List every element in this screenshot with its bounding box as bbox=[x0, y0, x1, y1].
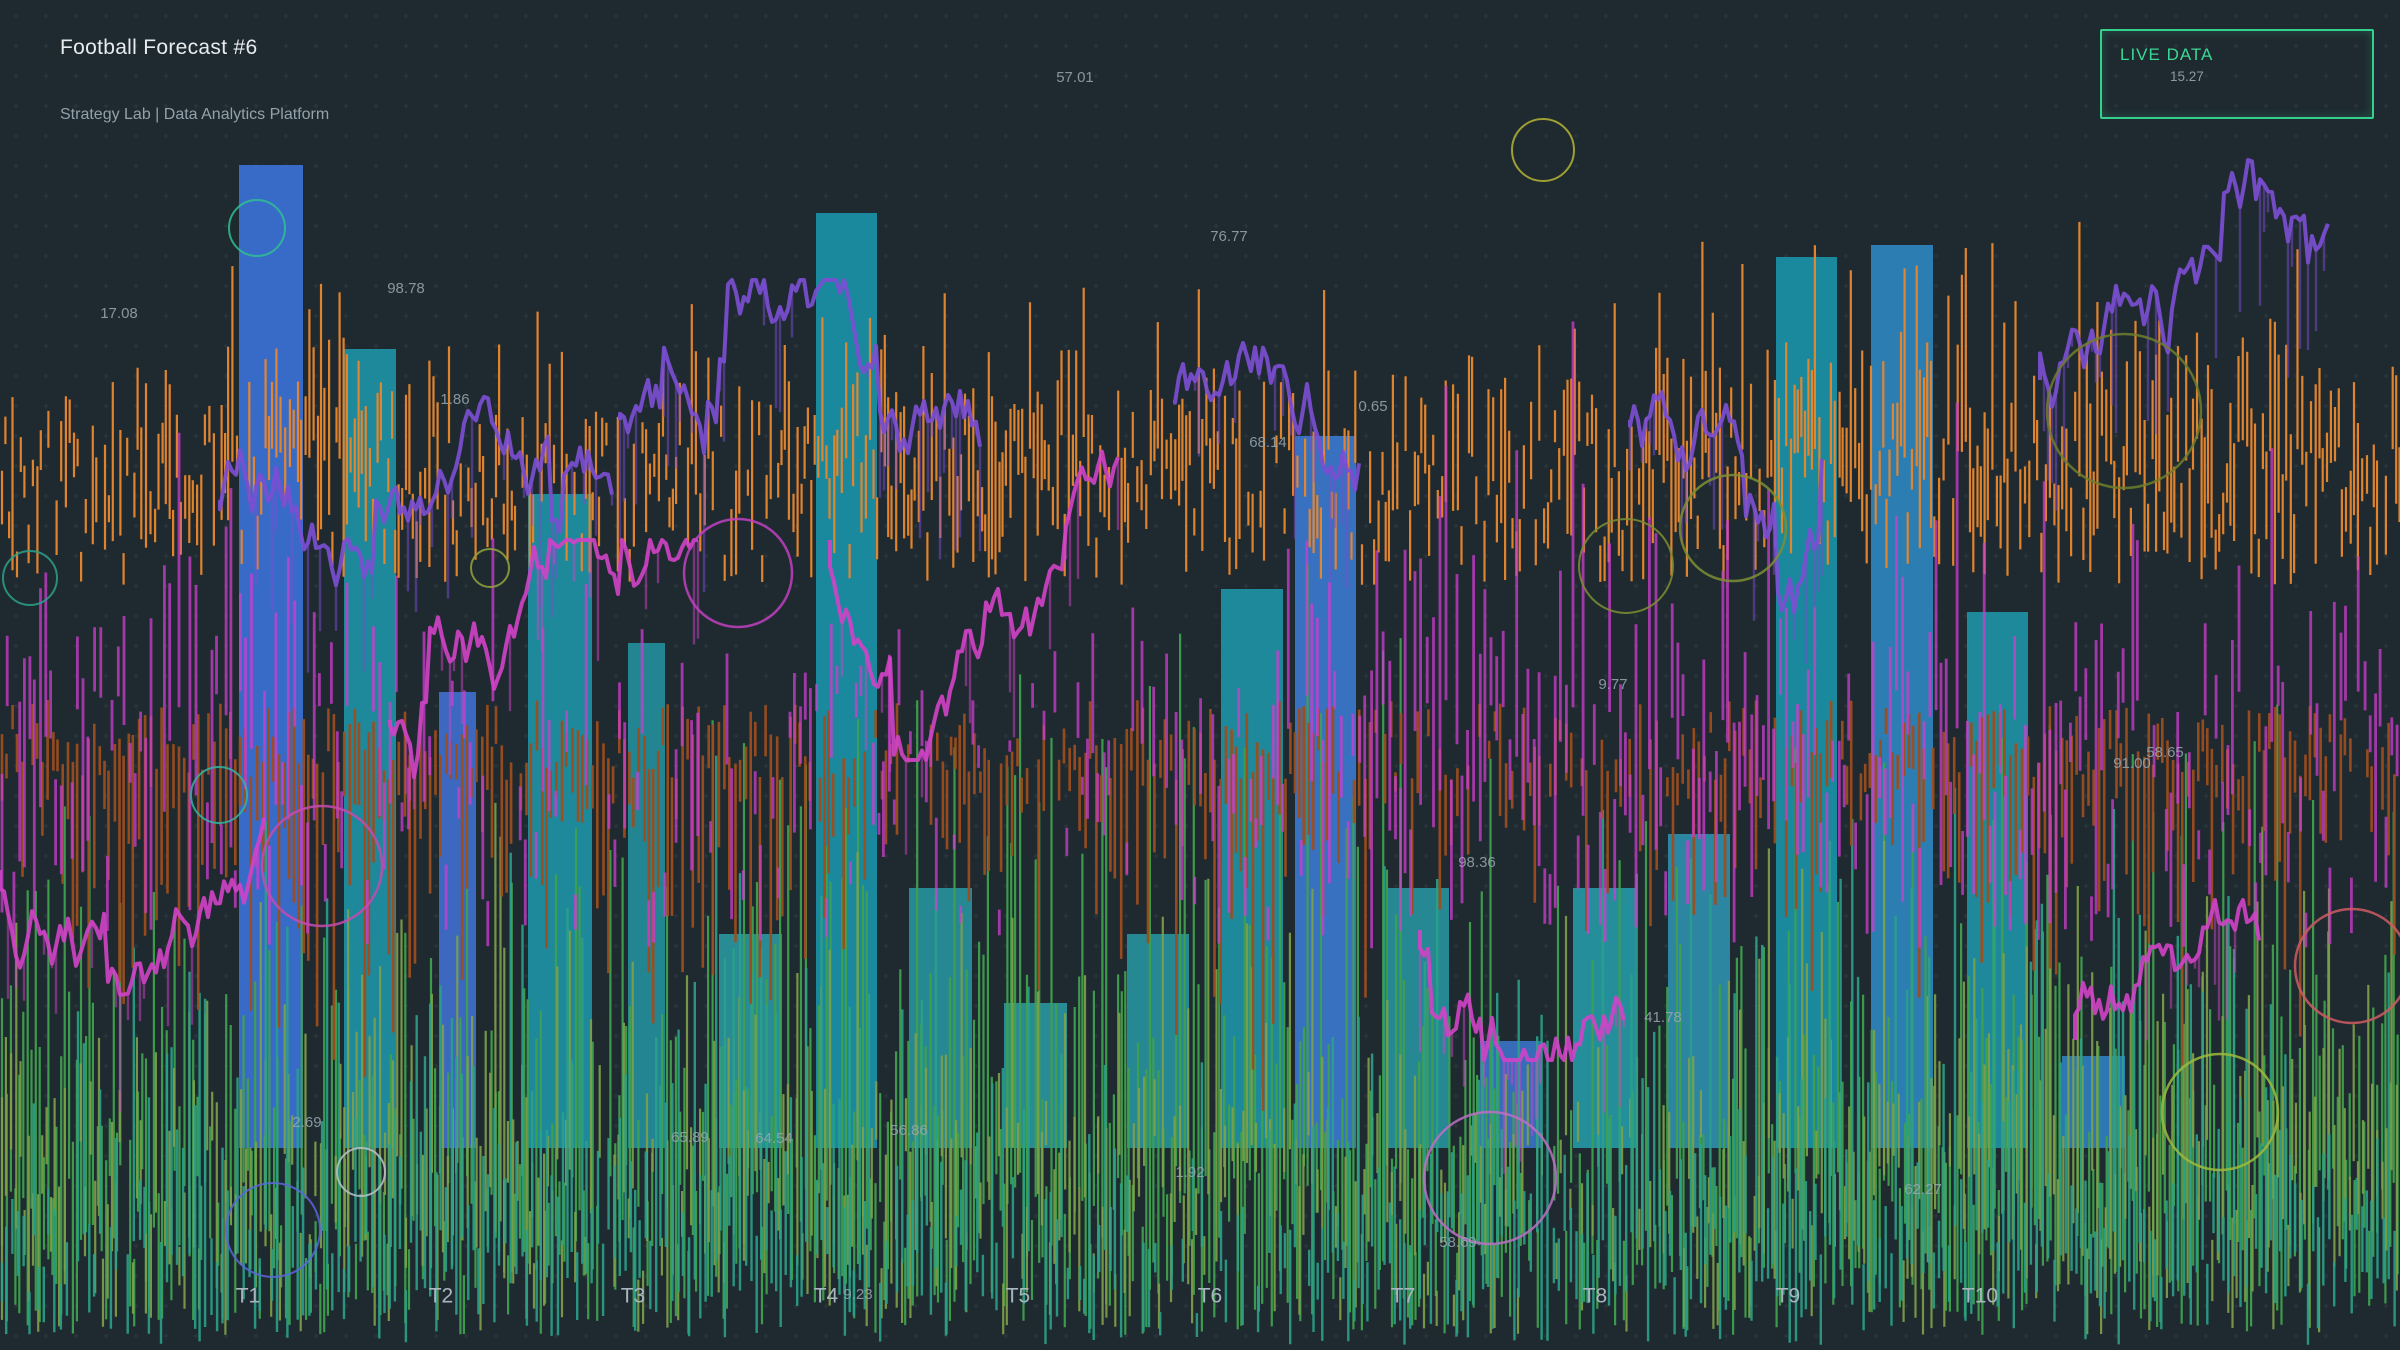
walk-series-magenta-a bbox=[0, 817, 266, 997]
value-label: 76.77 bbox=[1210, 228, 1248, 245]
value-label: 64.54 bbox=[755, 1130, 793, 1147]
circle-annotation bbox=[2293, 907, 2400, 1025]
x-axis-label: T1 bbox=[236, 1285, 261, 1308]
circle-annotation bbox=[470, 548, 510, 588]
value-label: 91.00 bbox=[2113, 755, 2151, 772]
circle-annotation bbox=[1511, 118, 1575, 182]
value-label: 2.69 bbox=[292, 1114, 321, 1131]
circle-annotation bbox=[2160, 1052, 2280, 1172]
value-label: 65.89 bbox=[671, 1129, 709, 1146]
walk-spikes-purple-b bbox=[618, 280, 982, 593]
circle-annotation bbox=[1422, 1110, 1558, 1246]
circle-annotation bbox=[190, 766, 248, 824]
x-axis-label: T2 bbox=[429, 1285, 454, 1308]
x-axis-label: T3 bbox=[621, 1285, 646, 1308]
page-subtitle: Strategy Lab | Data Analytics Platform bbox=[60, 106, 330, 123]
x-axis-label: T5 bbox=[1006, 1285, 1031, 1308]
circle-annotation bbox=[1578, 518, 1674, 614]
walk-series-magenta-d bbox=[1418, 930, 1626, 1062]
value-label: 58.69 bbox=[1439, 1234, 1477, 1251]
value-label: 17.08 bbox=[100, 305, 138, 322]
circle-annotation bbox=[1678, 473, 1788, 583]
value-label: 56.86 bbox=[890, 1122, 928, 1139]
circle-annotation bbox=[2, 550, 58, 606]
header: Football Forecast #6 Strategy Lab | Data… bbox=[60, 36, 329, 124]
impulse-series-orange bbox=[0, 221, 2400, 585]
walk-series-purple-e bbox=[2038, 158, 2330, 409]
walk-series-magenta-e bbox=[2073, 898, 2261, 1040]
x-axis-label: T10 bbox=[1962, 1285, 1998, 1308]
walk-series-magenta-b bbox=[388, 538, 698, 780]
impulse-series-magenta bbox=[0, 321, 2399, 949]
bar bbox=[628, 643, 665, 1148]
x-axis-label: T7 bbox=[1391, 1285, 1416, 1308]
value-label: 1.86 bbox=[440, 391, 469, 408]
walk-series-purple-d bbox=[1628, 390, 1824, 614]
value-label: 0.65 bbox=[1358, 398, 1387, 415]
circle-annotation bbox=[260, 804, 384, 928]
value-label: 41.78 bbox=[1644, 1009, 1682, 1026]
impulse-series-seagreen bbox=[0, 755, 2396, 1345]
circle-annotation bbox=[228, 199, 286, 257]
circle-annotation bbox=[682, 517, 794, 629]
value-label: 98.36 bbox=[1458, 854, 1496, 871]
walk-spikes-purple-c bbox=[1193, 366, 1353, 589]
walk-series-purple-c bbox=[1173, 340, 1361, 492]
value-label: 57.01 bbox=[1056, 69, 1094, 86]
value-label: 98.78 bbox=[387, 280, 425, 297]
x-axis-label: T4 bbox=[814, 1285, 839, 1308]
live-data-value: 15.27 bbox=[2170, 69, 2204, 84]
circle-annotation bbox=[336, 1147, 386, 1197]
live-data-badge[interactable]: LIVE DATA 15.27 bbox=[2100, 29, 2374, 119]
value-label: 62.27 bbox=[1904, 1181, 1942, 1198]
live-data-label: LIVE DATA bbox=[2120, 45, 2214, 64]
page-title: Football Forecast #6 bbox=[60, 36, 258, 59]
value-label: 9.77 bbox=[1598, 676, 1627, 693]
circle-annotation bbox=[2045, 332, 2203, 490]
x-axis-label: T6 bbox=[1198, 1285, 1223, 1308]
walk-series-magenta-c bbox=[828, 449, 1120, 762]
walk-series-purple-b bbox=[618, 278, 982, 456]
circle-annotation bbox=[225, 1182, 321, 1278]
x-axis-label: T8 bbox=[1583, 1285, 1608, 1308]
value-label: 9.23 bbox=[843, 1286, 872, 1303]
x-axis-label: T9 bbox=[1776, 1285, 1801, 1308]
value-label: 68.14 bbox=[1249, 434, 1287, 451]
value-label: 1.92 bbox=[1175, 1164, 1204, 1181]
walk-series-purple-a bbox=[218, 394, 614, 588]
value-label: 58.65 bbox=[2146, 744, 2184, 761]
